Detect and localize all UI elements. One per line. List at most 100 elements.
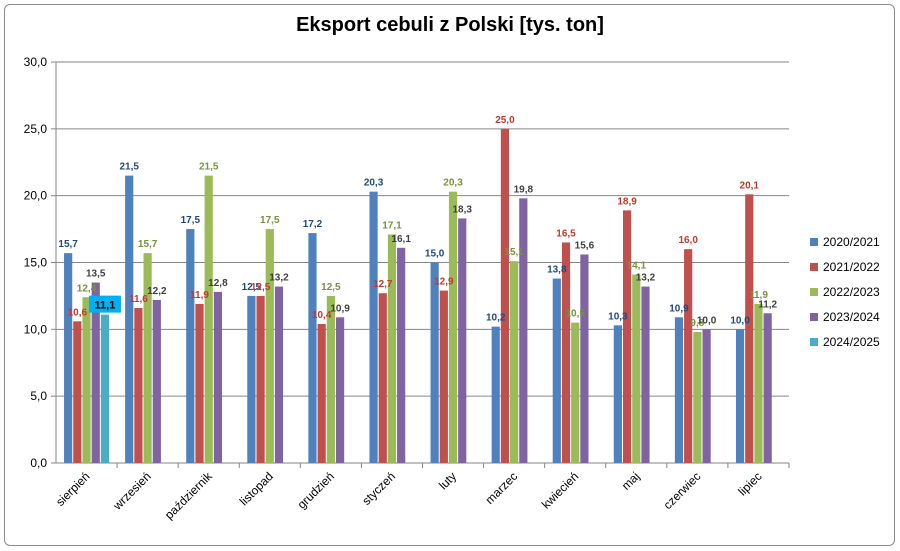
bar bbox=[693, 332, 702, 463]
bar bbox=[571, 322, 580, 463]
bar bbox=[763, 313, 772, 463]
data-label: 15,6 bbox=[575, 240, 595, 251]
bar bbox=[213, 291, 223, 463]
y-tick-label: 30,0 bbox=[24, 55, 48, 69]
data-label: 20,3 bbox=[364, 178, 384, 189]
data-label: 16,5 bbox=[556, 228, 576, 239]
legend-label: 2023/2024 bbox=[823, 310, 880, 324]
bar bbox=[684, 249, 693, 463]
data-label: 18,9 bbox=[617, 196, 637, 207]
data-label: 10,0 bbox=[697, 315, 717, 326]
bar bbox=[335, 317, 345, 463]
legend-swatch bbox=[810, 288, 818, 296]
y-tick-label: 10,0 bbox=[24, 322, 48, 336]
data-label: 15,0 bbox=[425, 249, 445, 260]
data-label: 12,2 bbox=[147, 286, 167, 297]
legend-label: 2024/2025 bbox=[823, 335, 880, 349]
data-label: 10,3 bbox=[608, 311, 628, 322]
legend-swatch bbox=[810, 238, 818, 246]
data-label-box bbox=[88, 295, 121, 313]
bar bbox=[317, 323, 326, 463]
y-tick-label: 15,0 bbox=[24, 256, 48, 270]
bar bbox=[561, 242, 571, 463]
data-label: 21,5 bbox=[199, 162, 219, 173]
bar bbox=[195, 303, 204, 463]
data-label: 11,2 bbox=[758, 299, 777, 310]
data-label: 15,1 bbox=[504, 247, 524, 258]
data-label: 11,9 bbox=[749, 290, 768, 301]
data-label: 19,8 bbox=[514, 184, 534, 195]
bar bbox=[510, 261, 519, 463]
legend-label: 2020/2021 bbox=[823, 235, 880, 249]
bar bbox=[458, 218, 467, 463]
data-label: 16,0 bbox=[678, 235, 698, 246]
bar bbox=[274, 286, 284, 463]
bar bbox=[430, 262, 439, 463]
x-tick-label: czerwiec bbox=[661, 469, 704, 512]
data-label: 11,1 bbox=[95, 300, 116, 312]
data-label: 20,3 bbox=[443, 178, 463, 189]
data-label: 10,4 bbox=[312, 310, 332, 321]
bar bbox=[143, 253, 152, 463]
x-tick-label: grudzień bbox=[295, 469, 337, 511]
bar bbox=[134, 307, 143, 463]
data-label: 11,6 bbox=[129, 294, 148, 305]
x-tick-label: maj bbox=[619, 469, 643, 493]
bar bbox=[265, 229, 274, 463]
bar bbox=[256, 295, 265, 463]
legend-swatch bbox=[810, 313, 818, 321]
bar bbox=[125, 175, 134, 463]
data-label: 15,7 bbox=[58, 239, 78, 250]
data-label: 17,5 bbox=[181, 215, 201, 226]
x-tick-label: styczeń bbox=[359, 469, 398, 508]
bar bbox=[369, 191, 378, 463]
data-label: 17,1 bbox=[382, 220, 402, 231]
chart-title: Eksport cebuli z Polski [tys. ton] bbox=[296, 14, 604, 36]
y-tick-label: 25,0 bbox=[24, 122, 48, 136]
bar bbox=[735, 329, 745, 463]
bar bbox=[613, 325, 622, 463]
bar bbox=[580, 254, 589, 463]
bar bbox=[448, 191, 458, 463]
data-label: 17,5 bbox=[260, 215, 280, 226]
bar bbox=[500, 128, 510, 464]
bar bbox=[91, 282, 100, 463]
x-tick-label: marzec bbox=[483, 469, 521, 507]
data-label: 14,1 bbox=[627, 261, 647, 272]
data-label: 15,7 bbox=[138, 239, 158, 250]
y-tick-label: 20,0 bbox=[24, 189, 48, 203]
bar bbox=[247, 295, 256, 463]
data-label: 13,2 bbox=[636, 273, 656, 284]
data-label: 12,5 bbox=[251, 282, 271, 293]
bar bbox=[754, 303, 763, 463]
x-tick-label: wrzesień bbox=[110, 469, 154, 513]
data-label: 13,5 bbox=[86, 269, 106, 280]
data-label: 25,0 bbox=[495, 115, 515, 126]
bar bbox=[387, 234, 397, 463]
bar bbox=[745, 194, 754, 463]
legend-swatch bbox=[810, 263, 818, 271]
bar bbox=[82, 297, 91, 463]
y-tick-label: 5,0 bbox=[30, 389, 47, 403]
x-tick-label: luty bbox=[436, 469, 459, 492]
data-label: 10,9 bbox=[330, 303, 350, 314]
data-label: 10,9 bbox=[669, 303, 689, 314]
data-label: 13,2 bbox=[269, 273, 289, 284]
y-tick-label: 0,0 bbox=[30, 456, 47, 470]
x-tick-label: lipiec bbox=[735, 469, 764, 498]
bar bbox=[152, 299, 161, 463]
bar bbox=[702, 329, 711, 463]
data-label: 12,4 bbox=[77, 283, 97, 294]
data-label: 10,6 bbox=[68, 307, 88, 318]
data-label: 10,5 bbox=[565, 309, 585, 320]
data-label: 12,8 bbox=[208, 278, 228, 289]
bar bbox=[519, 198, 528, 463]
data-label: 10,2 bbox=[486, 313, 506, 324]
data-label: 16,1 bbox=[391, 234, 411, 245]
bar bbox=[674, 317, 684, 463]
bar bbox=[186, 229, 195, 463]
data-label: 11,9 bbox=[190, 290, 209, 301]
legend-label: 2021/2022 bbox=[823, 260, 880, 274]
bar bbox=[439, 290, 448, 463]
